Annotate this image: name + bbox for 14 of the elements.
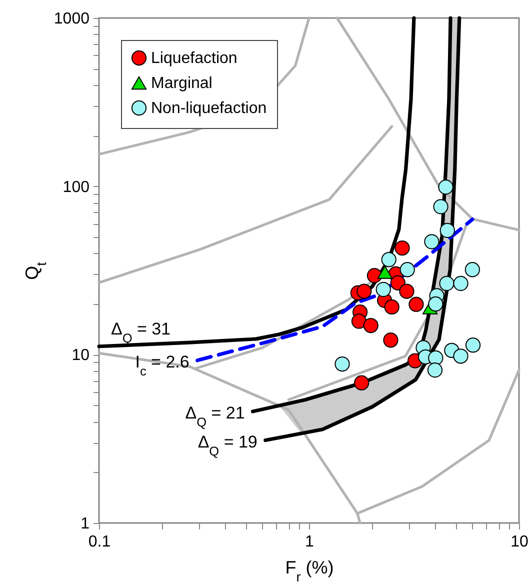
legend-label: Non-liquefaction <box>151 100 267 117</box>
y-tick-label: 1 <box>80 516 90 532</box>
x-tick-label: 0.1 <box>88 534 111 550</box>
x-tick-label: 10 <box>510 534 528 550</box>
legend-label: Liquefaction <box>151 50 238 67</box>
y-tick-label: 10 <box>72 347 90 364</box>
series-label: Δ$_{Q}$ = 21 <box>185 403 245 429</box>
legend-label: Marginal <box>151 75 212 92</box>
y-tick-label: 100 <box>62 178 90 196</box>
y-tick-label: 1000 <box>54 10 90 28</box>
x-axis-title: F$_{r}$ (%) <box>285 558 334 584</box>
series-label: I$_{c}$ = 2.6 <box>135 352 190 378</box>
x-tick-label: 1 <box>305 534 314 550</box>
series-label: Δ$_{Q}$ = 19 <box>198 432 258 458</box>
